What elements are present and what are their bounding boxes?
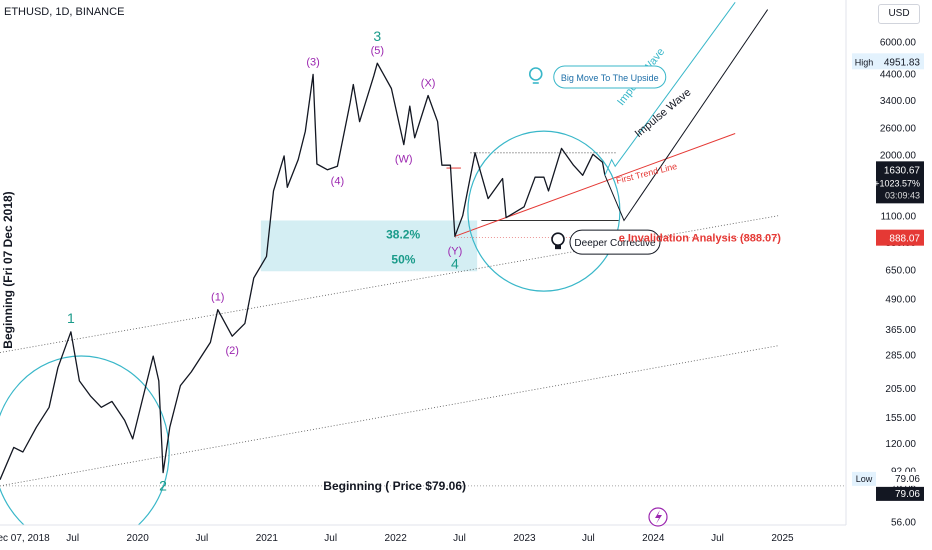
price-tick-8: 650.00 xyxy=(885,266,916,277)
time-tick-9: Jul xyxy=(582,533,595,544)
last-change: +1023.57% xyxy=(874,178,920,188)
price-tick-10: 365.00 xyxy=(885,325,916,336)
low-value-bg xyxy=(876,471,924,486)
big-move-label: Big Move To The Upside xyxy=(561,73,659,83)
fib-zone xyxy=(260,220,478,272)
price-tick-2: 3400.00 xyxy=(880,96,917,107)
price-line xyxy=(0,62,606,480)
lightning-bolt xyxy=(655,510,662,524)
ticker-title: ETHUSD, 1D, BINANCE xyxy=(4,6,125,18)
currency-button[interactable]: USD xyxy=(878,4,920,24)
price-tick-4: 2000.00 xyxy=(880,150,917,161)
price-tick-9: 490.00 xyxy=(885,295,916,306)
low-value: 79.06 xyxy=(895,474,920,485)
high-value: 4951.83 xyxy=(884,57,921,68)
big-move-box xyxy=(553,65,667,89)
price-tick-3: 2600.00 xyxy=(880,123,917,134)
low-label: Low xyxy=(856,474,873,484)
projection-deeper-path xyxy=(604,9,769,222)
wave-label-5: (4) xyxy=(331,175,344,187)
time-axis-bg xyxy=(0,525,932,550)
time-tick-8: 2023 xyxy=(513,533,536,544)
lightbulb-dark-base xyxy=(555,245,561,250)
time-tick-4: 2021 xyxy=(256,533,279,544)
wave-label-3: (2) xyxy=(226,345,239,357)
price-series-layer xyxy=(0,62,606,480)
time-tick-0: Dec 07, 2018 xyxy=(0,533,50,544)
wave-labels-layer: 1 2 (1) (2) (3) (4) (5)3 (X) (W) (Y)4 xyxy=(67,28,462,493)
invalidation-label: e Invalidation Analysis (888.07) xyxy=(619,233,782,245)
time-tick-5: Jul xyxy=(324,533,337,544)
wave-label-0: 1 xyxy=(67,310,75,326)
price-tick-15: 92.00 xyxy=(891,466,916,477)
low-price-box xyxy=(876,486,924,501)
price-tick-13: 155.00 xyxy=(885,413,916,424)
lightbulb-icon xyxy=(528,67,543,81)
price-tick-0: 6000.00 xyxy=(880,38,917,49)
time-tick-11: Jul xyxy=(711,533,724,544)
last-price-box xyxy=(876,161,924,204)
time-tick-12: 2025 xyxy=(771,533,794,544)
fib-382-label: 38.2% xyxy=(386,228,420,242)
time-tick-3: Jul xyxy=(195,533,208,544)
price-tick-12: 205.00 xyxy=(885,384,916,395)
deeper-corrective-label: Deeper Corrective xyxy=(574,238,656,249)
price-tick-11: 285.00 xyxy=(885,350,916,361)
high-label-bg xyxy=(852,53,876,70)
time-tick-7: Jul xyxy=(453,533,466,544)
wave-label-6: (5) xyxy=(371,45,384,57)
countdown: 03:09:43 xyxy=(885,190,920,200)
high-label: High xyxy=(855,57,874,67)
price-tick-17: 56.00 xyxy=(891,517,916,528)
beginning-side-label: Beginning (Fri 07 Dec 2018) xyxy=(1,191,15,349)
price-axis-bg xyxy=(846,0,932,550)
projection-impulse-path xyxy=(604,2,736,176)
first-trend-label: First Trend Line xyxy=(615,161,678,186)
deeper-corrective-box xyxy=(569,229,661,255)
wave-label-8: (X) xyxy=(421,77,436,89)
wave-label-2: (1) xyxy=(211,292,224,304)
price-tick-6: 1100.00 xyxy=(881,212,917,223)
first-trend-line xyxy=(454,133,736,237)
low-price-value: 79.06 xyxy=(895,489,920,500)
wave-label-9: (W) xyxy=(395,154,413,166)
invalidation-value: 888.07 xyxy=(889,234,920,245)
ellipse-wave-1-2 xyxy=(0,355,170,549)
time-tick-2: 2020 xyxy=(127,533,150,544)
invalidation-value-bg xyxy=(876,229,924,246)
wave-label-10: (Y) xyxy=(448,245,463,257)
high-value-bg xyxy=(876,53,924,70)
last-price: 1630.67 xyxy=(884,165,921,176)
wave-label-11: 4 xyxy=(451,255,459,271)
lightbulb-icon-dark xyxy=(551,232,565,246)
wave-label-1: 2 xyxy=(159,478,167,494)
wave-label-7: 3 xyxy=(373,28,381,44)
wave-label-4: (3) xyxy=(306,56,319,68)
channel-lower-line xyxy=(0,345,779,487)
time-tick-6: 2022 xyxy=(385,533,408,544)
fib-zone-layer: 38.2% 50% xyxy=(260,220,478,272)
fib-50-label: 50% xyxy=(391,253,415,267)
low-label-bg xyxy=(852,471,876,486)
time-tick-1: Jul xyxy=(66,533,79,544)
beginning-label: Beginning ( Price $79.06) xyxy=(323,479,466,493)
time-tick-10: 2024 xyxy=(642,533,665,544)
price-tick-1: 4400.00 xyxy=(880,69,917,80)
ellipse-wave-4 xyxy=(467,130,621,292)
price-tick-14: 120.00 xyxy=(885,439,916,450)
